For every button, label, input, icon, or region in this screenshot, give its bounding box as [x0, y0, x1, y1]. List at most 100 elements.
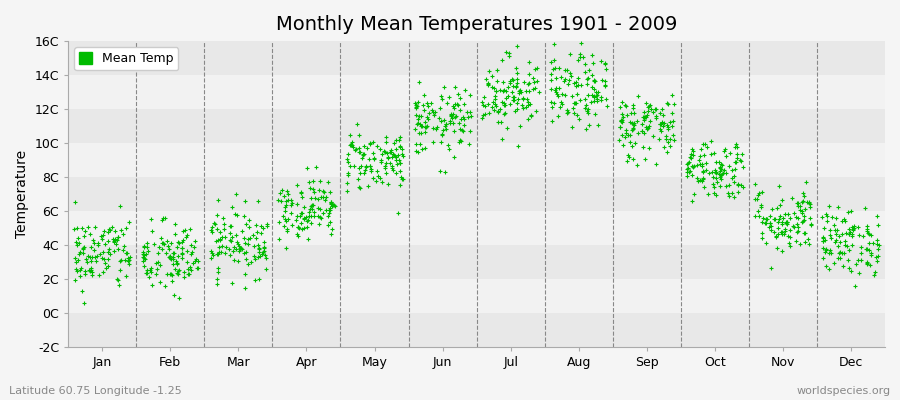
- Point: [871, 246, 886, 252]
- Point: [797, 193, 812, 200]
- Point: [822, 203, 836, 209]
- Point: [728, 144, 742, 150]
- Point: [272, 219, 286, 225]
- Point: [499, 94, 513, 101]
- Point: [714, 174, 728, 180]
- Point: [626, 105, 640, 112]
- Point: [155, 240, 169, 247]
- Point: [429, 124, 444, 130]
- Point: [433, 168, 447, 174]
- Point: [777, 215, 791, 222]
- Point: [373, 146, 387, 152]
- Point: [616, 142, 630, 148]
- Point: [659, 135, 673, 142]
- Bar: [68, 143, 885, 177]
- Point: [447, 154, 462, 160]
- Point: [89, 258, 104, 264]
- Point: [456, 101, 471, 107]
- Point: [854, 250, 868, 256]
- Point: [453, 126, 467, 132]
- Point: [693, 161, 707, 167]
- Point: [387, 140, 401, 147]
- Point: [864, 231, 878, 238]
- Point: [751, 208, 765, 214]
- Point: [162, 254, 176, 260]
- Point: [487, 107, 501, 113]
- Point: [284, 202, 298, 208]
- Point: [503, 101, 517, 107]
- Point: [626, 126, 640, 133]
- Point: [76, 244, 91, 250]
- Bar: [68, 177, 885, 211]
- Point: [415, 146, 429, 152]
- Point: [713, 165, 727, 172]
- Point: [181, 266, 195, 272]
- Point: [616, 114, 630, 120]
- Point: [203, 248, 218, 254]
- Point: [101, 238, 115, 244]
- Point: [783, 227, 797, 234]
- Point: [649, 115, 663, 121]
- Point: [420, 102, 435, 109]
- Point: [708, 159, 723, 165]
- Point: [481, 82, 495, 88]
- Point: [169, 261, 184, 267]
- Point: [598, 83, 612, 90]
- Point: [773, 213, 788, 220]
- Point: [363, 162, 377, 169]
- Point: [205, 228, 220, 235]
- Point: [708, 192, 723, 198]
- Point: [447, 105, 462, 112]
- Point: [571, 75, 585, 82]
- Point: [509, 64, 524, 71]
- Point: [831, 243, 845, 249]
- Point: [828, 227, 842, 233]
- Point: [141, 248, 156, 254]
- Point: [356, 155, 370, 161]
- Point: [657, 120, 671, 126]
- Point: [615, 110, 629, 117]
- Point: [144, 265, 158, 272]
- Point: [97, 240, 112, 247]
- Point: [165, 272, 179, 278]
- Point: [294, 226, 309, 232]
- Point: [618, 103, 633, 109]
- Point: [626, 120, 641, 126]
- Point: [661, 122, 675, 129]
- Point: [690, 174, 705, 181]
- Point: [76, 300, 91, 306]
- Point: [585, 92, 599, 98]
- Point: [729, 158, 743, 165]
- Point: [580, 108, 594, 114]
- Point: [509, 43, 524, 49]
- Point: [516, 105, 530, 111]
- Point: [803, 215, 817, 221]
- Point: [506, 96, 520, 103]
- Point: [802, 240, 816, 247]
- Point: [302, 179, 316, 185]
- Point: [685, 198, 699, 205]
- Point: [285, 222, 300, 228]
- Point: [226, 256, 240, 263]
- Point: [383, 147, 398, 153]
- Point: [634, 128, 649, 134]
- Point: [76, 250, 91, 257]
- Point: [493, 119, 508, 126]
- Point: [433, 105, 447, 111]
- Point: [798, 239, 813, 245]
- Point: [815, 238, 830, 244]
- Point: [212, 237, 226, 244]
- Point: [394, 174, 409, 180]
- Point: [587, 92, 601, 99]
- Point: [704, 151, 718, 158]
- Point: [137, 255, 151, 262]
- Point: [530, 78, 544, 85]
- Point: [491, 119, 505, 125]
- Point: [75, 225, 89, 231]
- Point: [139, 270, 153, 276]
- Point: [714, 161, 728, 167]
- Point: [734, 158, 749, 164]
- Point: [685, 172, 699, 178]
- Point: [754, 235, 769, 242]
- Point: [657, 144, 671, 150]
